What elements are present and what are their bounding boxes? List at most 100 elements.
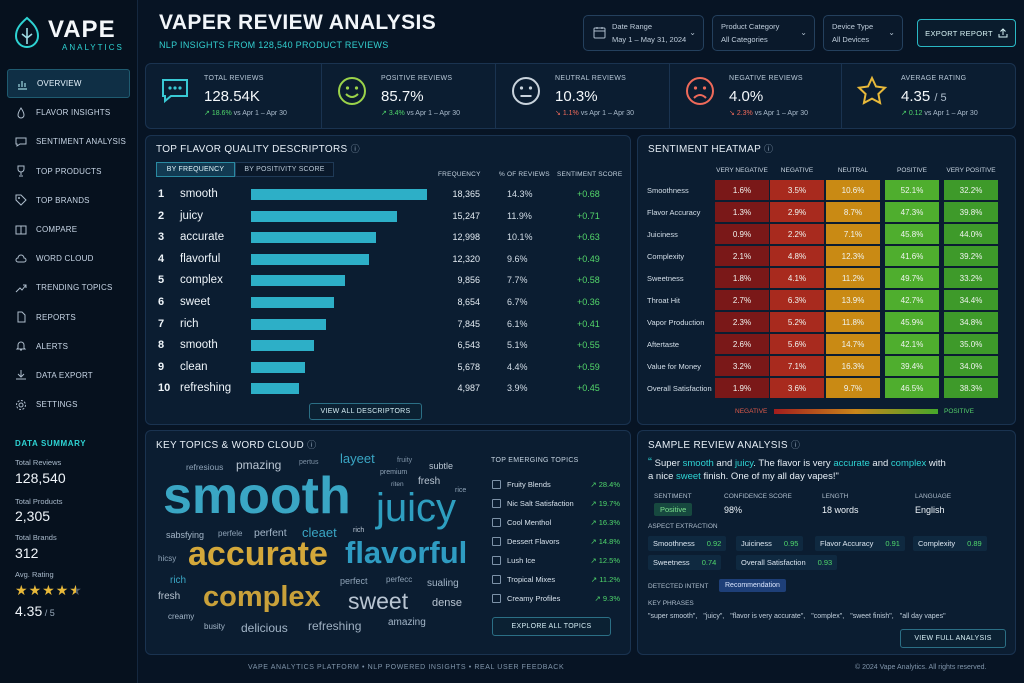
heatmap-cell[interactable]: 11.2% [826, 268, 881, 289]
word-cloud-word[interactable]: cleaet [302, 525, 337, 540]
word-cloud-word[interactable]: delicious [241, 621, 288, 635]
device-type-filter[interactable]: Device Type All Devices ⌄ [823, 15, 903, 51]
word-cloud-word[interactable]: perfele [218, 529, 243, 538]
heatmap-cell[interactable]: 34.0% [944, 356, 999, 377]
heatmap-cell[interactable]: 39.4% [885, 356, 940, 377]
word-cloud-word[interactable]: sabsfying [166, 530, 205, 540]
heatmap-cell[interactable]: 2.6% [715, 334, 770, 355]
emerging-topic[interactable]: Dessert Flavors ↗ 14.8% [492, 537, 620, 546]
product-category-filter[interactable]: Product Category All Categories ⌄ [712, 15, 815, 51]
heatmap-cell[interactable]: 52.1% [885, 180, 940, 201]
heatmap-cell[interactable]: 16.3% [826, 356, 881, 377]
word-cloud-word[interactable]: rice [455, 487, 467, 494]
info-icon[interactable]: ⓘ [790, 440, 801, 450]
word-cloud-word[interactable]: creamy [168, 612, 195, 621]
word-cloud-word[interactable]: juicy [376, 486, 457, 530]
heatmap-cell[interactable]: 7.1% [826, 224, 881, 245]
word-cloud-word[interactable]: pmazing [236, 458, 282, 472]
word-cloud-word[interactable]: amazing [388, 617, 426, 628]
heatmap-cell[interactable]: 0.9% [715, 224, 770, 245]
word-cloud-word[interactable]: perfent [254, 527, 287, 539]
heatmap-cell[interactable]: 10.6% [826, 180, 881, 201]
heatmap-cell[interactable]: 3.6% [770, 378, 825, 399]
word-cloud-word[interactable]: fruity [397, 457, 413, 464]
emerging-topic[interactable]: Nic Salt Satisfaction ↗ 19.7% [492, 499, 620, 508]
emerging-topic[interactable]: Fruity Blends ↗ 28.4% [492, 480, 620, 489]
sidebar-item-overview[interactable]: OVERVIEW [7, 69, 130, 99]
word-cloud-word[interactable]: refresious [186, 462, 224, 472]
view-all-descriptors-button[interactable]: VIEW ALL DESCRIPTORS [309, 403, 422, 420]
sidebar-item-top-products[interactable]: TOP PRODUCTS [7, 157, 130, 186]
heatmap-cell[interactable]: 46.5% [885, 378, 940, 399]
word-cloud-word[interactable]: layeet [340, 451, 375, 466]
word-cloud-word[interactable]: perfect [340, 576, 368, 586]
word-cloud-word[interactable]: perfecc [386, 575, 413, 584]
word-cloud-word[interactable]: riten [391, 481, 404, 488]
descriptor-row[interactable]: 5 complex 9,856 7.7% +0.58 [158, 270, 618, 292]
heatmap-cell[interactable]: 8.7% [826, 202, 881, 223]
heatmap-cell[interactable]: 32.2% [944, 180, 999, 201]
heatmap-cell[interactable]: 35.0% [944, 334, 999, 355]
heatmap-cell[interactable]: 33.2% [944, 268, 999, 289]
tab-by-positivity[interactable]: BY POSITIVITY SCORE [235, 162, 334, 177]
word-cloud-word[interactable]: fresh [418, 476, 441, 487]
heatmap-cell[interactable]: 4.1% [770, 268, 825, 289]
sidebar-item-settings[interactable]: SETTINGS [7, 390, 130, 419]
date-range-filter[interactable]: Date Range May 1 – May 31, 2024 ⌄ [583, 15, 704, 51]
descriptor-row[interactable]: 8 smooth 6,543 5.1% +0.55 [158, 335, 618, 357]
descriptor-row[interactable]: 6 sweet 8,654 6.7% +0.36 [158, 292, 618, 314]
heatmap-cell[interactable]: 2.3% [715, 312, 770, 333]
word-cloud-word[interactable]: rich [353, 527, 365, 534]
descriptor-row[interactable]: 9 clean 5,678 4.4% +0.59 [158, 357, 618, 379]
descriptor-row[interactable]: 1 smooth 18,365 14.3% +0.68 [158, 184, 618, 206]
export-report-button[interactable]: EXPORT REPORT [917, 19, 1016, 47]
info-icon[interactable]: ⓘ [764, 144, 774, 154]
heatmap-cell[interactable]: 3.2% [715, 356, 770, 377]
word-cloud-word[interactable]: busity [204, 622, 225, 631]
heatmap-cell[interactable]: 12.3% [826, 246, 881, 267]
tab-by-frequency[interactable]: BY FREQUENCY [156, 162, 235, 177]
sidebar-item-data-export[interactable]: DATA EXPORT [7, 361, 130, 390]
descriptor-row[interactable]: 4 flavorful 12,320 9.6% +0.49 [158, 249, 618, 271]
heatmap-cell[interactable]: 1.9% [715, 378, 770, 399]
heatmap-cell[interactable]: 1.8% [715, 268, 770, 289]
emerging-topic[interactable]: Cool Menthol ↗ 16.3% [492, 518, 620, 527]
word-cloud-word[interactable]: complex [203, 581, 321, 613]
word-cloud-word[interactable]: sualing [427, 578, 459, 589]
sidebar-item-word-cloud[interactable]: WORD CLOUD [7, 244, 130, 273]
word-cloud-word[interactable]: dense [432, 597, 462, 609]
sidebar-item-compare[interactable]: COMPARE [7, 215, 130, 244]
explore-all-topics-button[interactable]: EXPLORE ALL TOPICS [492, 617, 611, 636]
heatmap-cell[interactable]: 45.8% [885, 224, 940, 245]
heatmap-cell[interactable]: 11.8% [826, 312, 881, 333]
heatmap-cell[interactable]: 38.3% [944, 378, 999, 399]
brand-logo[interactable]: VAPE ANALYTICS [12, 14, 132, 54]
word-cloud-word[interactable]: fresh [158, 591, 181, 602]
heatmap-cell[interactable]: 3.5% [770, 180, 825, 201]
heatmap-cell[interactable]: 42.1% [885, 334, 940, 355]
heatmap-cell[interactable]: 1.6% [715, 180, 770, 201]
info-icon[interactable]: ⓘ [350, 144, 360, 154]
descriptor-row[interactable]: 2 juicy 15,247 11.9% +0.71 [158, 206, 618, 228]
heatmap-cell[interactable]: 5.2% [770, 312, 825, 333]
heatmap-cell[interactable]: 2.1% [715, 246, 770, 267]
sidebar-item-flavor-insights[interactable]: FLAVOR INSIGHTS [7, 98, 130, 127]
descriptor-row[interactable]: 7 rich 7,845 6.1% +0.41 [158, 314, 618, 336]
info-icon[interactable]: ⓘ [307, 440, 317, 450]
word-cloud-word[interactable]: smooth [163, 467, 351, 525]
word-cloud-word[interactable]: premium [380, 469, 408, 476]
emerging-topic[interactable]: Tropical Mixes ↗ 11.2% [492, 575, 620, 584]
word-cloud-word[interactable]: rich [170, 575, 187, 586]
heatmap-cell[interactable]: 5.6% [770, 334, 825, 355]
word-cloud-word[interactable]: hicsy [158, 554, 177, 563]
heatmap-cell[interactable]: 41.6% [885, 246, 940, 267]
heatmap-cell[interactable]: 1.3% [715, 202, 770, 223]
word-cloud-word[interactable]: pertus [299, 459, 319, 466]
view-full-analysis-button[interactable]: VIEW FULL ANALYSIS [900, 629, 1006, 648]
heatmap-cell[interactable]: 9.7% [826, 378, 881, 399]
emerging-topic[interactable]: Lush Ice ↗ 12.5% [492, 556, 620, 565]
heatmap-cell[interactable]: 49.7% [885, 268, 940, 289]
heatmap-cell[interactable]: 39.8% [944, 202, 999, 223]
sidebar-item-alerts[interactable]: ALERTS [7, 332, 130, 361]
word-cloud-word[interactable]: sweet [348, 588, 409, 614]
